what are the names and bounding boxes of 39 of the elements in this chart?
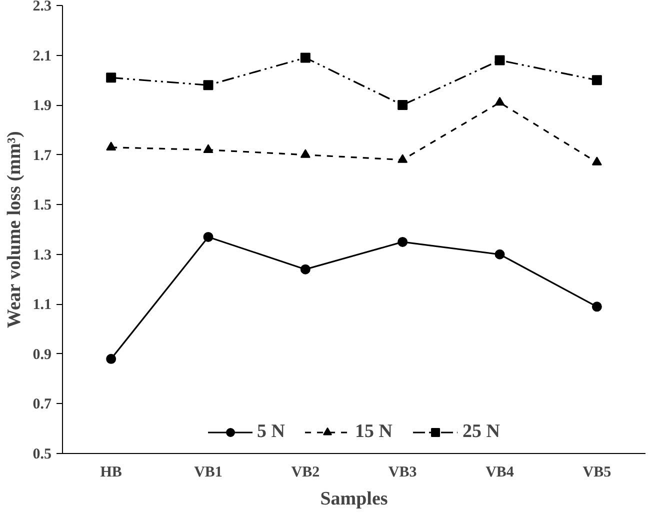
- point: [592, 156, 602, 166]
- x-tick-label: VB3: [388, 464, 417, 480]
- legend-label: 5 N: [257, 421, 286, 443]
- y-tick-label: 0.9: [32, 346, 52, 363]
- x-tick-label: VB5: [582, 464, 612, 480]
- point: [300, 149, 310, 158]
- point: [203, 232, 214, 242]
- point: [398, 100, 408, 110]
- y-tick-label: 2.1: [32, 48, 52, 64]
- x-tick-label: VB2: [291, 464, 320, 480]
- point: [106, 72, 116, 83]
- legend-label: 15 N: [355, 421, 392, 443]
- point: [203, 80, 214, 90]
- x-tick-label: HB: [100, 464, 122, 480]
- point: [494, 55, 505, 66]
- point: [398, 236, 408, 247]
- point: [203, 144, 214, 153]
- legend-label: 25 N: [462, 421, 500, 443]
- x-tick-label: VB4: [486, 464, 514, 480]
- point: [592, 75, 602, 86]
- point: [494, 96, 505, 106]
- y-axis-title: Wear volume loss (mm³): [4, 131, 25, 328]
- point: [300, 52, 310, 63]
- y-tick-label: 2.3: [32, 0, 52, 14]
- point: [300, 264, 310, 274]
- y-tick-label: 1.3: [32, 247, 52, 264]
- y-tick-label: 1.1: [32, 297, 52, 314]
- point: [398, 154, 408, 163]
- point: [494, 249, 505, 260]
- y-tick-label: 0.5: [32, 446, 52, 462]
- point: [592, 302, 602, 312]
- point: [106, 142, 116, 150]
- x-axis-title: Samples: [320, 488, 388, 510]
- x-tick-label: VB1: [194, 464, 222, 480]
- y-tick-label: 1.5: [32, 198, 52, 214]
- y-tick-label: 1.7: [32, 148, 52, 164]
- y-tick-label: 1.9: [32, 98, 52, 114]
- y-tick-label: 0.7: [32, 396, 52, 413]
- point: [106, 354, 116, 364]
